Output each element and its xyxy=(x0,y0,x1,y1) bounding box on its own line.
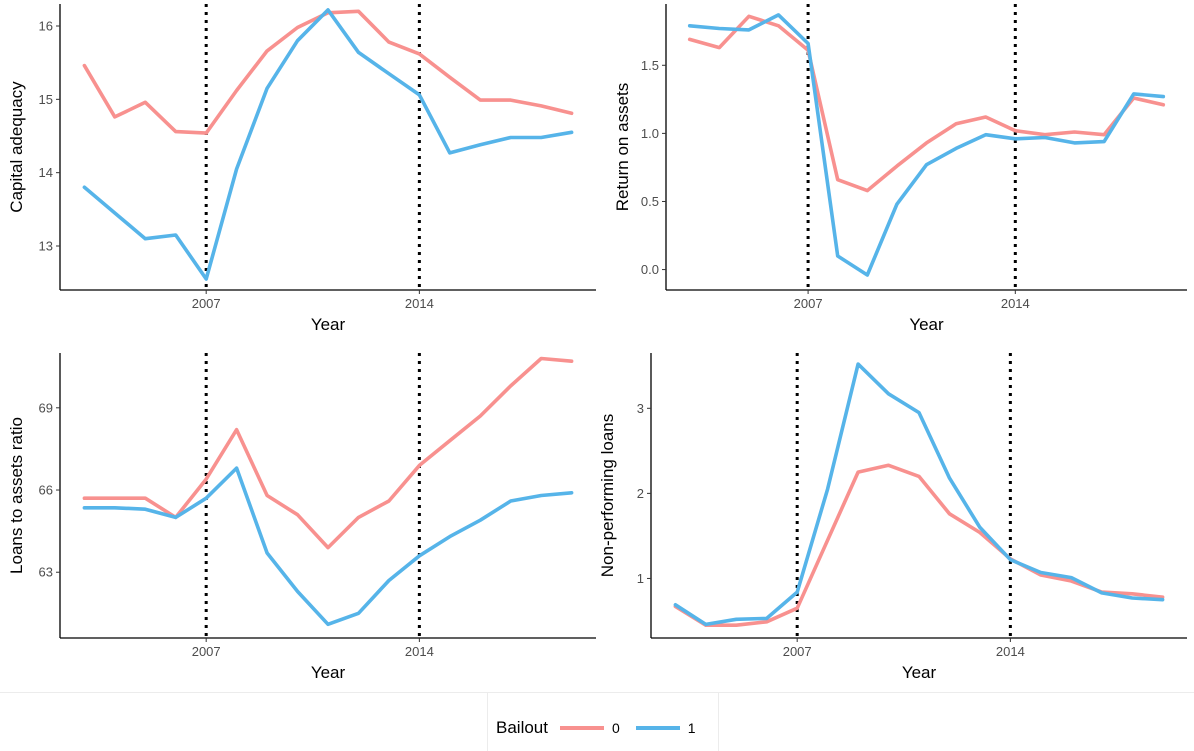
series-line-bailout-0 xyxy=(82,356,574,550)
legend-separator-left xyxy=(487,693,488,751)
series-line-bailout-1 xyxy=(687,13,1166,277)
x-tick-label: 2007 xyxy=(192,296,221,311)
series-line-bailout-1 xyxy=(673,362,1165,627)
legend-swatch-0 xyxy=(559,726,604,730)
series-line-bailout-0 xyxy=(687,14,1166,193)
y-tick-label: 63 xyxy=(39,565,53,580)
x-axis-title: Year xyxy=(311,663,346,682)
y-axis-title: Loans to assets ratio xyxy=(7,417,26,574)
panel-2: 0.0 0.5 1.0 1.5 2007 2014 Year Return on assets xyxy=(613,4,1187,334)
legend-swatch-1 xyxy=(635,726,680,730)
y-axis-title: Return on assets xyxy=(613,83,632,212)
x-tick-label: 2014 xyxy=(405,296,434,311)
y-tick-label: 14 xyxy=(39,165,53,180)
panel-3: 63 66 69 2007 2014 Year Loans to assets ratio xyxy=(7,353,596,682)
y-tick-label: 66 xyxy=(39,483,53,498)
legend-label-0: 0 xyxy=(611,720,620,736)
series-line-bailout-0 xyxy=(673,463,1165,628)
x-axis-title: Year xyxy=(311,315,346,334)
y-tick-label: 16 xyxy=(39,19,53,34)
x-tick-label: 2007 xyxy=(783,644,812,659)
y-axis-title: Capital adequacy xyxy=(7,81,26,213)
panel-1: 13 14 15 16 2007 2014 Year Capital adequacy xyxy=(7,4,596,334)
y-tick-label: 15 xyxy=(39,92,53,107)
x-tick-label: 2014 xyxy=(1001,296,1030,311)
legend-title: Bailout xyxy=(496,718,548,737)
x-tick-label: 2007 xyxy=(192,644,221,659)
y-tick-label: 2 xyxy=(637,486,644,501)
x-tick-label: 2014 xyxy=(405,644,434,659)
x-axis-title: Year xyxy=(902,663,937,682)
y-tick-label: 13 xyxy=(39,239,53,254)
series-line-bailout-1 xyxy=(82,8,574,281)
legend-separator-right xyxy=(718,693,719,751)
legend-label-1: 1 xyxy=(687,720,696,736)
y-tick-label: 1.5 xyxy=(641,58,659,73)
x-axis-title: Year xyxy=(909,315,944,334)
x-tick-label: 2014 xyxy=(996,644,1025,659)
y-tick-label: 1.0 xyxy=(641,126,659,141)
y-tick-label: 69 xyxy=(39,400,53,415)
y-axis-title: Non-performing loans xyxy=(598,414,617,577)
y-tick-label: 0.5 xyxy=(641,194,659,209)
legend: Bailout 0 1 xyxy=(496,716,712,740)
y-tick-label: 3 xyxy=(637,401,644,416)
y-tick-label: 1 xyxy=(637,571,644,586)
series-line-bailout-1 xyxy=(82,466,574,627)
series-line-bailout-0 xyxy=(82,9,574,135)
x-tick-label: 2007 xyxy=(794,296,823,311)
panel-4: 1 2 3 2007 2014 Year Non-performing loans xyxy=(598,353,1187,682)
legend-divider xyxy=(0,692,1194,693)
y-tick-label: 0.0 xyxy=(641,262,659,277)
